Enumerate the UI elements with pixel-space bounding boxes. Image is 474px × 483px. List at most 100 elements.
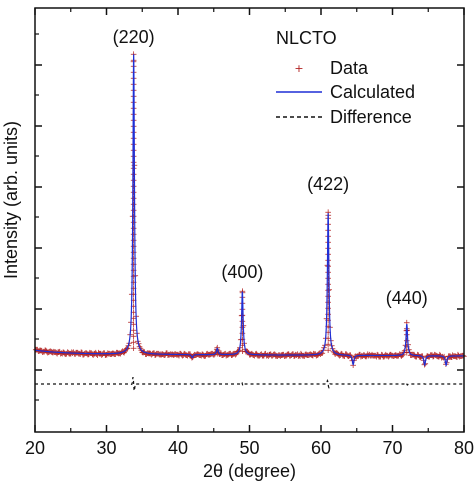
data-point: + xyxy=(434,353,442,363)
data-point: + xyxy=(85,350,93,360)
data-point: + xyxy=(130,194,138,204)
data-point: + xyxy=(324,298,332,308)
data-point: + xyxy=(83,350,91,360)
data-point: + xyxy=(313,351,321,361)
data-point: + xyxy=(130,302,138,312)
data-point: + xyxy=(130,266,138,276)
data-point: + xyxy=(130,230,138,240)
data-point: + xyxy=(169,350,177,360)
data-point: + xyxy=(41,348,49,358)
data-point: + xyxy=(130,140,138,150)
data-point: + xyxy=(229,350,237,360)
data-point: + xyxy=(457,352,465,362)
data-point: + xyxy=(107,350,115,360)
data-point: + xyxy=(373,352,381,362)
data-point: + xyxy=(57,349,65,359)
data-point: + xyxy=(417,353,425,363)
data-point: + xyxy=(268,351,276,361)
data-point: + xyxy=(99,350,107,360)
data-point: + xyxy=(103,350,111,360)
legend-label-data: Data xyxy=(330,58,369,78)
data-point: + xyxy=(324,256,332,266)
data-point: + xyxy=(202,352,210,362)
data-point: + xyxy=(105,349,113,359)
data-point: + xyxy=(47,348,55,358)
data-point: + xyxy=(214,350,222,360)
data-point: + xyxy=(446,352,454,362)
data-point: + xyxy=(246,351,254,361)
data-point: + xyxy=(340,352,348,362)
data-point: + xyxy=(250,351,258,361)
x-axis-title: 2θ (degree) xyxy=(203,461,296,481)
data-point: + xyxy=(324,346,332,356)
data-point: + xyxy=(114,349,122,359)
data-point: + xyxy=(409,351,417,361)
data-point: + xyxy=(339,351,347,361)
data-point: + xyxy=(37,347,45,357)
peak-labels: (220) (400) (422) (440) xyxy=(113,27,428,308)
data-point: + xyxy=(63,350,71,360)
x-tick-label: 60 xyxy=(311,438,331,458)
data-point: + xyxy=(200,352,208,362)
data-point: + xyxy=(403,330,411,340)
data-point: + xyxy=(130,272,138,282)
data-point: + xyxy=(372,352,380,362)
data-point: + xyxy=(239,311,247,321)
data-point: + xyxy=(161,351,169,361)
data-point: + xyxy=(96,349,104,359)
data-point: + xyxy=(239,317,247,327)
data-point: + xyxy=(305,351,313,361)
data-point: + xyxy=(111,350,119,360)
data-point: + xyxy=(130,296,138,306)
data-point: + xyxy=(75,349,83,359)
data-point: + xyxy=(101,351,109,361)
data-point: + xyxy=(130,290,138,300)
data-point: + xyxy=(196,351,204,361)
data-point: + xyxy=(225,350,233,360)
data-point: + xyxy=(313,351,321,361)
data-point: + xyxy=(271,351,279,361)
data-point: + xyxy=(219,351,227,361)
data-point: + xyxy=(195,350,203,360)
data-point: + xyxy=(239,323,247,333)
legend-title: NLCTO xyxy=(276,28,337,48)
data-point: + xyxy=(65,349,73,359)
data-point: + xyxy=(383,351,391,361)
data-point: + xyxy=(318,349,326,359)
data-point: + xyxy=(69,349,77,359)
data-point: + xyxy=(130,152,138,162)
data-point: + xyxy=(381,352,389,362)
data-point: + xyxy=(107,350,115,360)
data-point: + xyxy=(55,348,63,358)
data-point: + xyxy=(256,351,264,361)
data-point: + xyxy=(324,328,332,338)
x-tick-label: 20 xyxy=(25,438,45,458)
data-point: + xyxy=(399,351,407,361)
data-point: + xyxy=(224,351,232,361)
data-point: + xyxy=(300,352,308,362)
data-point: + xyxy=(277,351,285,361)
data-point: + xyxy=(89,351,97,361)
data-point: + xyxy=(309,351,317,361)
data-point: + xyxy=(165,350,173,360)
data-point: + xyxy=(164,351,172,361)
data-point: + xyxy=(143,350,151,360)
data-point: + xyxy=(362,352,370,362)
data-point: + xyxy=(447,353,455,363)
data-point: + xyxy=(379,353,387,363)
data-point: + xyxy=(363,351,371,361)
data-point: + xyxy=(98,351,106,361)
data-point: + xyxy=(201,352,209,362)
data-point: + xyxy=(45,348,53,358)
data-point: + xyxy=(273,351,281,361)
data-point: + xyxy=(58,349,66,359)
data-point: + xyxy=(91,349,99,359)
data-point: + xyxy=(291,351,299,361)
data-point: + xyxy=(324,280,332,290)
difference-series xyxy=(35,376,464,392)
data-point: + xyxy=(385,352,393,362)
data-point: + xyxy=(144,349,152,359)
data-point: + xyxy=(299,352,307,362)
data-point: + xyxy=(52,348,60,358)
peak-label: (220) xyxy=(113,27,155,47)
